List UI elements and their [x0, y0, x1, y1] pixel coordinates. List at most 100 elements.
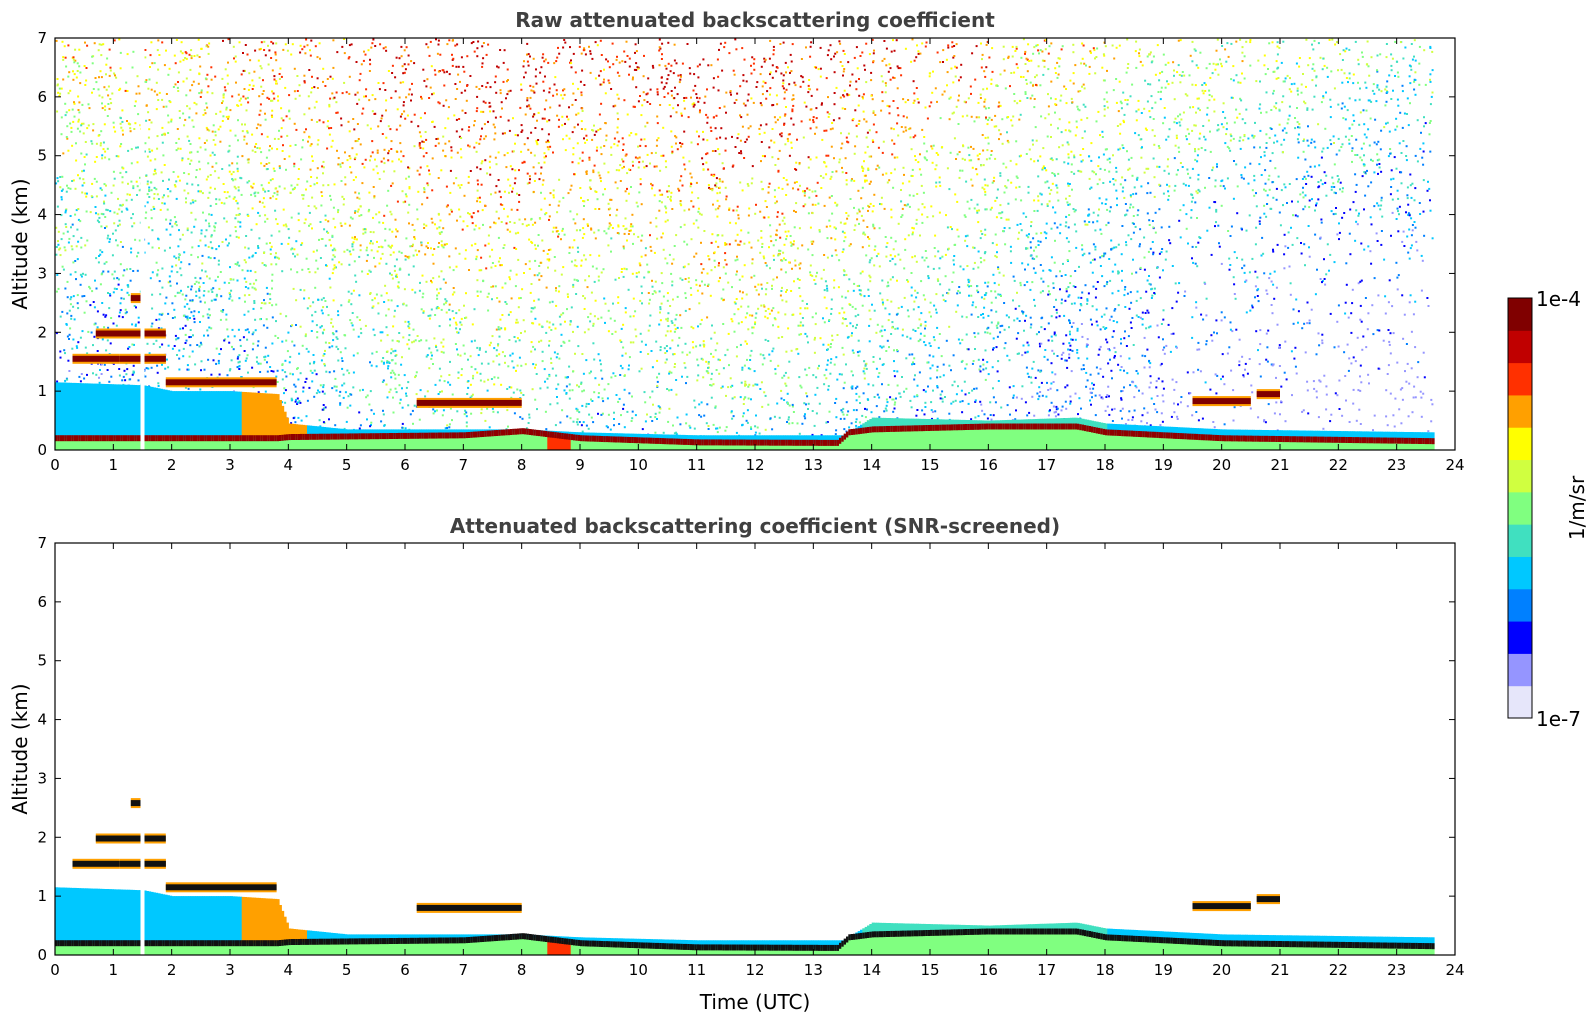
noise-pixel: [393, 269, 396, 272]
noise-pixel: [1078, 265, 1080, 268]
noise-pixel: [1407, 124, 1410, 127]
noise-pixel: [769, 93, 771, 96]
noise-pixel: [363, 95, 366, 98]
noise-pixel: [1253, 179, 1256, 182]
noise-pixel: [944, 253, 947, 256]
noise-pixel: [617, 224, 620, 227]
noise-pixel: [724, 149, 727, 152]
noise-pixel: [1380, 243, 1383, 246]
noise-pixel: [1373, 277, 1376, 280]
noise-pixel: [156, 49, 159, 52]
noise-pixel: [1320, 179, 1322, 182]
noise-pixel: [266, 292, 269, 295]
noise-pixel: [157, 39, 160, 42]
noise-pixel: [874, 245, 877, 248]
noise-pixel: [195, 169, 198, 171]
noise-pixel: [718, 262, 720, 265]
noise-pixel: [1217, 124, 1220, 127]
noise-pixel: [85, 300, 88, 303]
noise-pixel: [454, 83, 457, 85]
noise-pixel: [957, 123, 960, 125]
noise-pixel: [78, 177, 81, 180]
noise-pixel: [761, 405, 764, 408]
noise-pixel: [954, 193, 957, 196]
noise-pixel: [378, 88, 381, 91]
noise-pixel: [1211, 72, 1214, 75]
noise-pixel: [869, 318, 872, 321]
noise-pixel: [215, 248, 218, 251]
noise-pixel: [1215, 392, 1218, 395]
noise-pixel: [400, 160, 403, 163]
noise-pixel: [603, 162, 606, 165]
noise-pixel: [804, 417, 807, 420]
noise-pixel: [1301, 191, 1304, 194]
noise-pixel: [1195, 411, 1198, 413]
noise-pixel: [1024, 351, 1027, 354]
noise-pixel: [741, 189, 744, 192]
noise-pixel: [750, 276, 753, 279]
noise-pixel: [1420, 254, 1423, 257]
noise-pixel: [254, 49, 257, 52]
noise-pixel: [506, 80, 508, 83]
noise-pixel: [806, 187, 809, 190]
noise-pixel: [786, 289, 788, 291]
noise-pixel: [1145, 327, 1148, 330]
noise-pixel: [872, 111, 875, 114]
noise-pixel: [428, 347, 431, 350]
noise-pixel: [890, 127, 893, 130]
noise-pixel: [1290, 226, 1292, 229]
noise-pixel: [1123, 337, 1126, 340]
noise-pixel: [767, 307, 770, 310]
noise-pixel: [549, 192, 552, 195]
noise-pixel: [1125, 241, 1127, 244]
noise-pixel: [1257, 288, 1260, 291]
noise-pixel: [981, 409, 984, 412]
noise-pixel: [802, 324, 805, 327]
noise-pixel: [712, 116, 715, 119]
noise-pixel: [592, 342, 595, 345]
noise-pixel: [859, 55, 862, 57]
noise-pixel: [1349, 253, 1352, 256]
noise-pixel: [772, 45, 775, 48]
noise-pixel: [1042, 147, 1045, 150]
noise-pixel: [395, 258, 398, 261]
noise-pixel: [472, 212, 475, 214]
noise-pixel: [443, 84, 446, 87]
noise-pixel: [125, 207, 128, 210]
noise-pixel: [774, 121, 777, 124]
noise-pixel: [183, 305, 186, 308]
noise-pixel: [775, 233, 777, 236]
noise-pixel: [95, 212, 97, 215]
noise-pixel: [893, 168, 896, 171]
noise-pixel: [1115, 166, 1118, 169]
noise-pixel: [773, 258, 775, 261]
noise-pixel: [635, 335, 638, 338]
noise-pixel: [1330, 143, 1333, 146]
noise-pixel: [1093, 258, 1096, 261]
noise-pixel: [630, 186, 632, 188]
noise-pixel: [61, 40, 64, 43]
noise-pixel: [660, 154, 663, 157]
noise-pixel: [803, 194, 806, 197]
noise-pixel: [673, 59, 676, 62]
noise-pixel: [479, 347, 481, 350]
noise-pixel: [193, 321, 196, 324]
noise-pixel: [359, 249, 362, 252]
noise-pixel: [1213, 110, 1216, 113]
noise-pixel: [909, 337, 912, 340]
noise-pixel: [750, 246, 753, 249]
noise-pixel: [281, 401, 284, 404]
noise-pixel: [899, 258, 902, 261]
noise-pixel: [312, 362, 315, 365]
noise-pixel: [70, 296, 73, 299]
noise-pixel: [829, 361, 832, 364]
noise-pixel: [1051, 182, 1054, 185]
noise-pixel: [1270, 304, 1273, 306]
noise-pixel: [906, 203, 909, 206]
noise-pixel: [419, 281, 421, 284]
noise-pixel: [718, 178, 721, 181]
noise-pixel: [414, 376, 417, 379]
noise-pixel: [289, 355, 292, 358]
noise-pixel: [1139, 228, 1142, 231]
noise-pixel: [1286, 122, 1289, 125]
